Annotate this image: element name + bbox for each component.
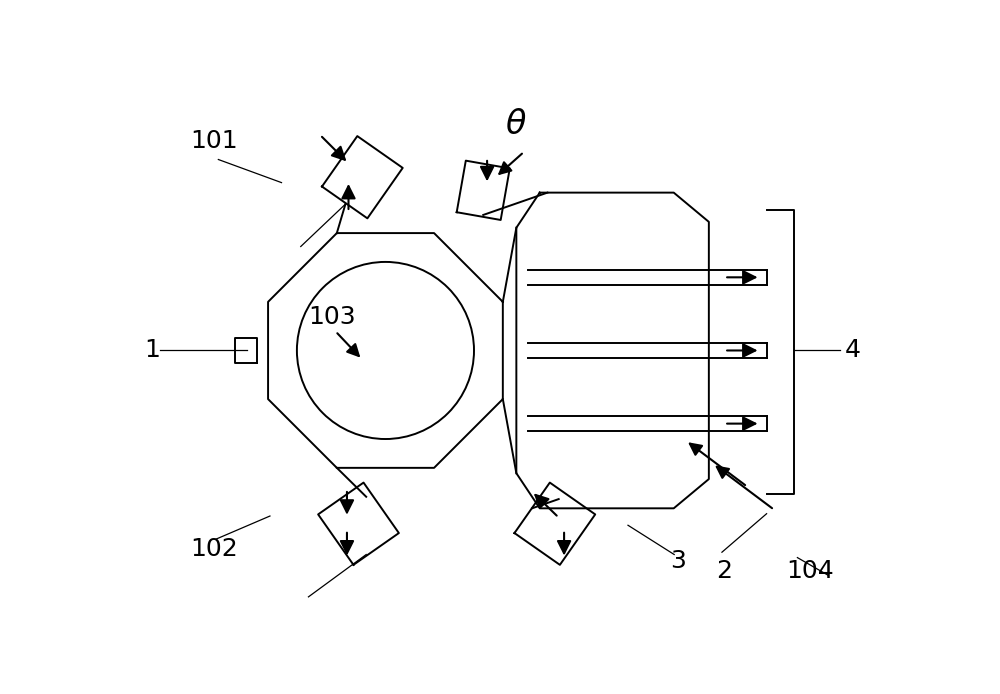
Text: $\theta$: $\theta$: [505, 108, 527, 141]
Text: 102: 102: [191, 537, 238, 561]
Text: 104: 104: [786, 559, 834, 583]
Text: 101: 101: [191, 129, 238, 153]
Text: 1: 1: [144, 339, 160, 362]
Text: 3: 3: [670, 549, 686, 573]
Text: 4: 4: [845, 339, 861, 362]
Text: 103: 103: [308, 305, 356, 328]
Text: 2: 2: [717, 559, 733, 583]
